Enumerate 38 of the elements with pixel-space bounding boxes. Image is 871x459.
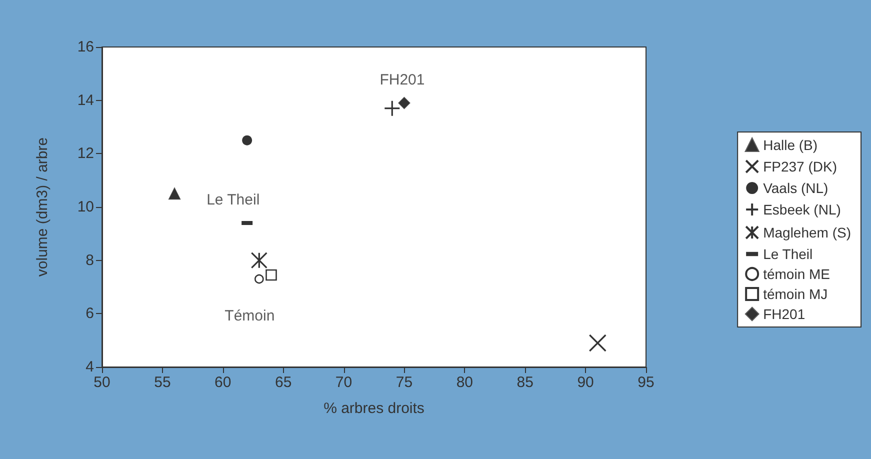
annotation: Le Theil — [206, 192, 260, 208]
y-tick-label: 16 — [77, 38, 94, 56]
legend-label: Halle (B) — [763, 137, 818, 153]
y-tick-label: 6 — [86, 305, 94, 322]
point — [266, 269, 277, 281]
x-tick-label: 80 — [456, 374, 474, 391]
x-tick-label: 50 — [94, 374, 110, 391]
annotation: FH201 — [380, 72, 425, 88]
x-tick-label: 75 — [396, 374, 413, 391]
x-axis-title: % arbres droits — [324, 400, 424, 417]
legend-label: Esbeek (NL) — [763, 202, 841, 218]
y-tick-label: 8 — [86, 252, 94, 269]
legend-label: FH201 — [763, 306, 806, 322]
legend-label: Le Theil — [763, 246, 813, 262]
legend-label: FP237 (DK) — [763, 158, 838, 174]
y-tick-label: 12 — [77, 145, 94, 162]
x-tick-label: 70 — [335, 374, 352, 391]
x-tick-label: 85 — [516, 374, 534, 391]
legend-label: Maglehem (S) — [763, 224, 852, 240]
y-tick-label: 14 — [77, 92, 94, 109]
point — [588, 334, 606, 352]
legend-label: Vaals (NL) — [763, 180, 828, 196]
point — [250, 252, 268, 269]
x-tick-label: 65 — [274, 374, 292, 391]
annotation: Témoin — [224, 308, 275, 324]
point — [398, 97, 410, 109]
x-tick-label: 95 — [638, 374, 654, 391]
x-tick-label: 90 — [577, 374, 594, 391]
legend-label: témoin MJ — [763, 286, 828, 302]
legend-label: témoin ME — [763, 266, 830, 282]
point — [254, 274, 264, 284]
y-tick-label: 4 — [86, 358, 94, 376]
point — [242, 135, 252, 146]
point — [168, 188, 181, 200]
y-tick-label: 10 — [77, 198, 94, 216]
x-tick-label: 60 — [214, 374, 232, 391]
y-axis-title: volume (dm3) / arbre — [34, 137, 51, 277]
x-tick-label: 55 — [154, 374, 171, 391]
